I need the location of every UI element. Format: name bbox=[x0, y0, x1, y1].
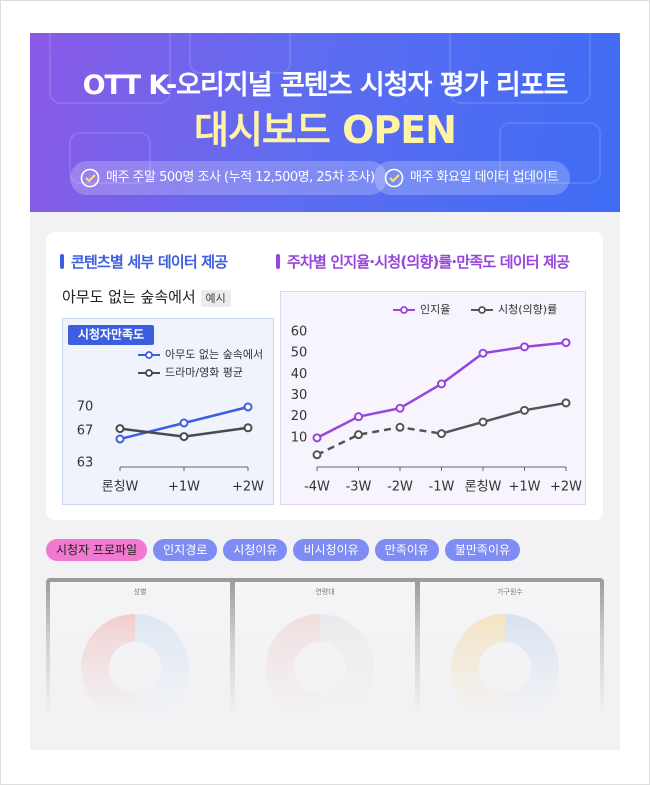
header: OTT K-오리지널 콘텐츠 시청자 평가 리포트 대시보드 OPEN 매주 주… bbox=[30, 33, 620, 212]
line bbox=[316, 341, 567, 439]
point bbox=[354, 412, 363, 422]
legend-label: 인지율 bbox=[420, 303, 450, 316]
legend-label: 드라마/영화 평균 bbox=[165, 366, 243, 379]
point bbox=[312, 433, 322, 443]
x-tick-label: +1W bbox=[508, 480, 540, 495]
preview-fade bbox=[46, 578, 604, 750]
heading-text: 주차별 인지율·시청(의향)률·만족도 데이터 제공 bbox=[287, 253, 570, 271]
point bbox=[179, 432, 189, 442]
point bbox=[115, 424, 125, 434]
point bbox=[395, 422, 405, 432]
x-tick-label: +1W bbox=[168, 480, 200, 495]
heading-text: 콘텐츠별 세부 데이터 제공 bbox=[71, 253, 228, 271]
y-tick-label: 20 bbox=[291, 409, 308, 424]
x-tick-label: -3W bbox=[346, 480, 372, 495]
legend-label: 아무도 없는 숲속에서 bbox=[165, 348, 263, 361]
legend-marker bbox=[478, 306, 486, 314]
title: OTT K-오리지널 콘텐츠 시청자 평가 리포트 bbox=[82, 70, 569, 101]
x-tick-label: -2W bbox=[387, 480, 413, 495]
y-tick-label: 10 bbox=[291, 430, 308, 445]
x-tick-label: -4W bbox=[304, 480, 330, 495]
check-icon bbox=[80, 168, 100, 188]
badge: 매주 화요일 데이터 업데이트 bbox=[374, 161, 571, 195]
point bbox=[561, 338, 571, 348]
badge: 매주 주말 500명 조사 (누적 12,500명, 25차 조사) bbox=[70, 161, 387, 195]
badge-text: 매주 화요일 데이터 업데이트 bbox=[410, 170, 559, 185]
x-tick-label: +2W bbox=[550, 480, 582, 495]
right-chart: 10 20 30 40 50 60 -4W -3W -2W -1W 론칭W +1W +2W 인지율 시청(의… bbox=[280, 291, 586, 505]
tab[interactable]: 비시청이유 bbox=[293, 539, 369, 561]
content-name: 아무도 없는 숲속에서 bbox=[62, 288, 196, 306]
y-tick-label: 30 bbox=[291, 388, 308, 403]
right-heading: 주차별 인지율·시청(의향)률·만족도 데이터 제공 bbox=[276, 251, 570, 272]
y-tick-label: 63 bbox=[77, 456, 94, 471]
tab[interactable]: 만족이유 bbox=[374, 539, 439, 561]
x-tick-label: 론칭W bbox=[465, 480, 502, 495]
header-decoration bbox=[49, 33, 601, 184]
point bbox=[478, 417, 488, 427]
tab[interactable]: 인지경로 bbox=[153, 539, 218, 561]
point bbox=[395, 403, 405, 413]
tab[interactable]: 불만족이유 bbox=[444, 539, 521, 561]
legend-marker bbox=[400, 306, 408, 314]
point bbox=[354, 430, 363, 440]
point bbox=[243, 423, 253, 433]
point bbox=[437, 429, 446, 439]
chart-title-bg bbox=[68, 325, 154, 345]
left-heading: 콘텐츠별 세부 데이터 제공 bbox=[60, 251, 228, 272]
content-title: 아무도 없는 숲속에서 예시 bbox=[62, 286, 231, 307]
check-icon bbox=[384, 168, 404, 188]
point bbox=[520, 342, 529, 352]
tag: 예시 bbox=[200, 290, 231, 307]
line-dashed bbox=[316, 425, 442, 456]
point bbox=[520, 405, 529, 415]
point bbox=[312, 450, 322, 460]
legend-marker bbox=[145, 351, 153, 359]
point bbox=[478, 348, 488, 358]
chart-title: 시청자만족도 bbox=[78, 327, 144, 342]
y-tick-label: 70 bbox=[77, 400, 94, 415]
y-tick-label: 60 bbox=[291, 325, 308, 340]
point bbox=[437, 379, 446, 389]
point bbox=[561, 398, 571, 408]
point bbox=[179, 418, 189, 428]
line-solid bbox=[441, 401, 567, 435]
x-tick-label: 론칭W bbox=[102, 480, 139, 495]
tab[interactable]: 시청자 프로파일 bbox=[46, 539, 148, 561]
legend-label: 시청(의향)률 bbox=[498, 303, 557, 316]
point bbox=[115, 434, 125, 444]
subtitle: 대시보드 OPEN bbox=[194, 108, 457, 152]
tab[interactable]: 시청이유 bbox=[223, 539, 288, 561]
legend-marker bbox=[145, 369, 153, 377]
badge-text: 매주 주말 500명 조사 (누적 12,500명, 25차 조사) bbox=[106, 170, 375, 185]
y-tick-label: 50 bbox=[291, 346, 308, 361]
y-tick-label: 40 bbox=[291, 367, 308, 382]
x-tick-label: -1W bbox=[429, 480, 455, 495]
point bbox=[243, 402, 253, 412]
x-tick-label: +2W bbox=[232, 480, 264, 495]
y-tick-label: 67 bbox=[77, 424, 94, 439]
